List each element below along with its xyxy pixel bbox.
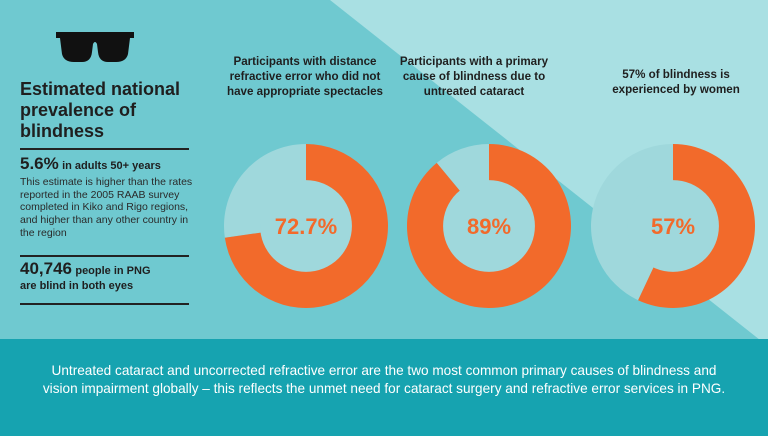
blind-count-label-2: are blind in both eyes (20, 280, 134, 292)
chart-1-center (260, 180, 352, 272)
chart-3-center (627, 180, 719, 272)
blind-count-label: people in PNG (75, 265, 151, 277)
chart-3-title: 57% of blindness is experienced by women (612, 68, 740, 96)
sunglasses-icon (56, 32, 134, 62)
panel-title: Estimated national prevalence of blindne… (20, 79, 181, 141)
chart-2-center (443, 180, 535, 272)
chart-2-value-label: 89% (467, 214, 511, 239)
prevalence-note: This estimate is higher than the rates r… (20, 176, 193, 239)
divider (20, 255, 189, 257)
divider (20, 148, 189, 150)
divider (20, 303, 189, 305)
chart-1-value-label: 72.7% (275, 214, 337, 239)
chart-1-title: Participants with distance refractive er… (227, 55, 383, 98)
blind-count-value: 40,746 (20, 259, 72, 278)
blind-count-stat: 40,746 people in PNG are blind in both e… (20, 259, 200, 293)
footer-band (0, 339, 768, 436)
prevalence-value: 5.6% (20, 154, 59, 173)
prevalence-stat: 5.6% in adults 50+ years (20, 154, 200, 174)
prevalence-label: in adults 50+ years (62, 160, 161, 172)
chart-3-value-label: 57% (651, 214, 695, 239)
footer-text: Untreated cataract and uncorrected refra… (42, 363, 726, 396)
chart-2-title: Participants with a primary cause of bli… (399, 55, 549, 98)
